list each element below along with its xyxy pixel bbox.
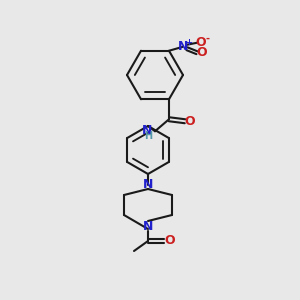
- Text: O: O: [165, 233, 175, 247]
- Text: N: N: [143, 178, 153, 190]
- Text: N: N: [178, 40, 188, 53]
- Text: -: -: [205, 34, 209, 44]
- Text: H: H: [144, 131, 152, 141]
- Text: N: N: [143, 220, 153, 232]
- Text: N: N: [142, 124, 152, 137]
- Text: +: +: [185, 38, 193, 47]
- Text: O: O: [197, 46, 207, 59]
- Text: O: O: [196, 36, 206, 49]
- Text: O: O: [185, 115, 195, 128]
